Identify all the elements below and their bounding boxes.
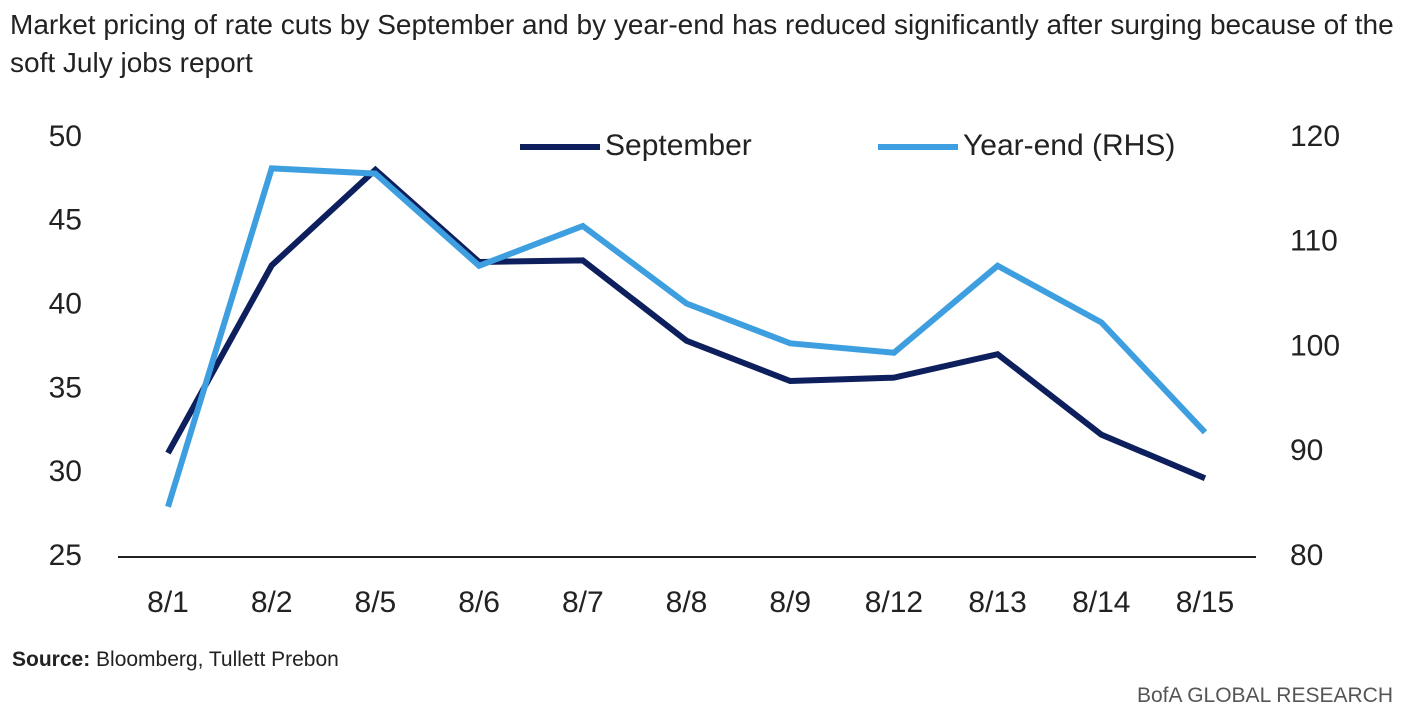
source: Source: Bloomberg, Tullett Prebon — [12, 648, 339, 672]
chart: 25 30 35 40 45 50 80 90 100 110 120 8/1 8/2 8/5 8/6 8/7… — [49, 120, 1340, 619]
subtitle: Market pricing of rate cuts by September… — [10, 9, 1394, 78]
legend-label: September — [605, 129, 752, 162]
x-tick-label: 8/13 — [968, 586, 1026, 619]
legend-label: Year-end (RHS) — [963, 129, 1175, 162]
x-tick-label: 8/1 — [147, 586, 189, 619]
x-tick-label: 8/9 — [769, 586, 811, 619]
x-tick-label: 8/2 — [251, 586, 293, 619]
x-tick-label: 8/6 — [458, 586, 500, 619]
y2-tick-label: 80 — [1290, 539, 1323, 572]
x-tick-label: 8/14 — [1072, 586, 1130, 619]
y2-tick-label: 110 — [1290, 225, 1338, 258]
y2-tick-label: 100 — [1290, 329, 1340, 362]
source-label: Source: — [12, 648, 91, 671]
footer: BofA GLOBAL RESEARCH — [1137, 684, 1393, 707]
series-line — [165, 165, 1207, 481]
y2-tick-label: 120 — [1290, 120, 1340, 153]
y-tick-label: 45 — [49, 204, 82, 237]
y2-tick-label: 90 — [1290, 434, 1323, 467]
x-tick-label: 8/5 — [355, 586, 397, 619]
source-text: Bloomberg, Tullett Prebon — [96, 648, 339, 671]
y-tick-label: 25 — [49, 539, 82, 572]
x-tick-label: 8/7 — [562, 586, 604, 619]
x-tick-label: 8/12 — [865, 586, 923, 619]
y-tick-label: 35 — [49, 371, 82, 404]
x-tick-label: 8/8 — [666, 586, 708, 619]
y-tick-label: 40 — [49, 288, 82, 321]
y-tick-label: 50 — [49, 120, 82, 153]
series-line — [165, 165, 1208, 508]
y-tick-label: 30 — [49, 455, 82, 488]
x-tick-label: 8/15 — [1176, 586, 1234, 619]
